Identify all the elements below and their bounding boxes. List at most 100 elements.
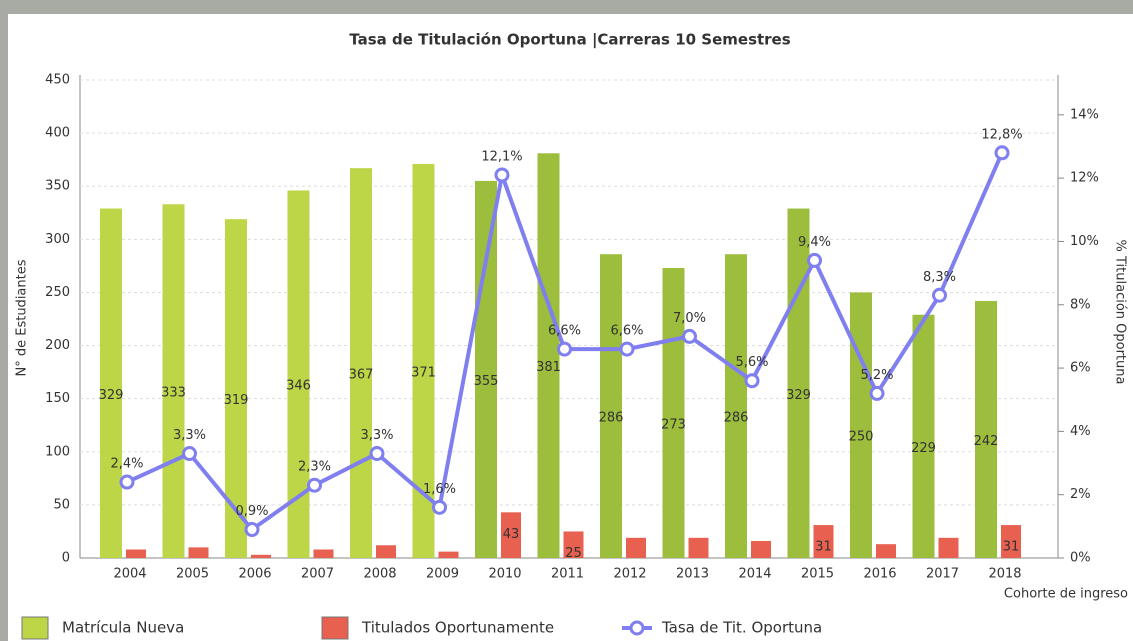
legend-label: Tasa de Tit. Oportuna bbox=[661, 619, 822, 637]
data-label: 371 bbox=[411, 365, 436, 380]
data-label: 333 bbox=[161, 386, 186, 401]
y2-tick-label: 2% bbox=[1070, 487, 1091, 502]
y-tick-label: 0 bbox=[62, 551, 70, 566]
x-tick-label: 2013 bbox=[676, 567, 709, 582]
marker bbox=[621, 343, 633, 355]
bar bbox=[314, 550, 334, 558]
bar bbox=[100, 209, 122, 558]
y-tick-label: 150 bbox=[45, 391, 70, 406]
bar bbox=[725, 254, 747, 558]
x-tick-label: 2008 bbox=[363, 567, 396, 582]
data-label: 381 bbox=[536, 360, 561, 375]
legend-swatch bbox=[322, 617, 348, 639]
x-tick-label: 2006 bbox=[238, 567, 271, 582]
x-tick-label: 2018 bbox=[988, 567, 1021, 582]
data-label: 250 bbox=[849, 430, 874, 445]
data-label: 242 bbox=[974, 434, 999, 449]
y2-tick-label: 8% bbox=[1070, 297, 1091, 312]
marker bbox=[184, 448, 196, 460]
x-tick-label: 2007 bbox=[301, 567, 334, 582]
data-label: 319 bbox=[224, 393, 249, 408]
marker bbox=[746, 375, 758, 387]
marker bbox=[871, 387, 883, 399]
data-label: 329 bbox=[786, 388, 811, 403]
marker bbox=[371, 448, 383, 460]
legend-label: Matrícula Nueva bbox=[62, 619, 184, 637]
bar bbox=[126, 550, 146, 558]
bar bbox=[939, 538, 959, 558]
marker bbox=[309, 479, 321, 491]
data-label: 31 bbox=[815, 540, 832, 555]
bar bbox=[350, 168, 372, 558]
x-tick-label: 2004 bbox=[113, 567, 146, 582]
y2-tick-label: 4% bbox=[1070, 424, 1091, 439]
marker bbox=[246, 524, 258, 536]
x-tick-label: 2017 bbox=[926, 567, 959, 582]
x-tick-label: 2016 bbox=[863, 567, 896, 582]
data-label: 7,0% bbox=[673, 311, 706, 326]
data-label: 1,6% bbox=[423, 482, 456, 497]
marker bbox=[496, 169, 508, 181]
y2-tick-label: 0% bbox=[1070, 551, 1091, 566]
x-tick-label: 2011 bbox=[551, 567, 584, 582]
y-tick-label: 100 bbox=[45, 444, 70, 459]
legend-swatch bbox=[631, 622, 643, 634]
x-tick-label: 2015 bbox=[801, 567, 834, 582]
marker bbox=[559, 343, 571, 355]
data-label: 286 bbox=[599, 411, 624, 426]
data-label: 346 bbox=[286, 379, 311, 394]
data-label: 5,6% bbox=[735, 355, 768, 370]
x-tick-label: 2005 bbox=[176, 567, 209, 582]
x-tick-label: 2012 bbox=[613, 567, 646, 582]
data-label: 367 bbox=[349, 368, 374, 383]
bar bbox=[850, 292, 872, 558]
y2-tick-label: 6% bbox=[1070, 361, 1091, 376]
data-label: 6,6% bbox=[610, 324, 643, 339]
x-axis-title: Cohorte de ingreso bbox=[1004, 587, 1128, 602]
data-label: 329 bbox=[99, 388, 124, 403]
data-label: 25 bbox=[565, 546, 582, 561]
data-label: 12,8% bbox=[981, 127, 1022, 142]
bar bbox=[751, 541, 771, 558]
marker bbox=[684, 330, 696, 342]
y2-axis-title: % Titulación Oportuna bbox=[1113, 240, 1128, 385]
marker bbox=[809, 254, 821, 266]
y2-tick-label: 10% bbox=[1070, 234, 1099, 249]
bar bbox=[475, 181, 497, 558]
data-label: 6,6% bbox=[548, 324, 581, 339]
bar bbox=[876, 544, 896, 558]
y-axis-title: N° de Estudiantes bbox=[15, 259, 30, 376]
data-label: 286 bbox=[724, 411, 749, 426]
data-label: 355 bbox=[474, 374, 499, 389]
bar bbox=[163, 204, 185, 558]
marker bbox=[434, 501, 446, 513]
data-label: 5,2% bbox=[860, 368, 893, 383]
y-tick-label: 250 bbox=[45, 285, 70, 300]
bar bbox=[439, 552, 459, 558]
bar bbox=[600, 254, 622, 558]
marker bbox=[121, 476, 133, 488]
bar bbox=[538, 153, 560, 558]
y-tick-label: 400 bbox=[45, 126, 70, 141]
data-label: 2,4% bbox=[110, 457, 143, 472]
bar bbox=[913, 315, 935, 558]
data-label: 273 bbox=[661, 418, 686, 433]
x-tick-label: 2014 bbox=[738, 567, 771, 582]
data-label: 229 bbox=[911, 441, 936, 456]
bar bbox=[975, 301, 997, 558]
data-label: 2,3% bbox=[298, 460, 331, 475]
chart-title: Tasa de Titulación Oportuna |Carreras 10… bbox=[349, 31, 790, 50]
x-tick-label: 2009 bbox=[426, 567, 459, 582]
y-tick-label: 300 bbox=[45, 232, 70, 247]
bar bbox=[376, 545, 396, 558]
y-tick-label: 50 bbox=[53, 497, 70, 512]
data-label: 8,3% bbox=[923, 270, 956, 285]
legend-label: Titulados Oportunamente bbox=[361, 619, 554, 637]
data-label: 12,1% bbox=[481, 149, 522, 164]
bar bbox=[626, 538, 646, 558]
x-tick-label: 2010 bbox=[488, 567, 521, 582]
data-label: 31 bbox=[1003, 540, 1020, 555]
bar bbox=[251, 555, 271, 558]
data-label: 43 bbox=[503, 527, 520, 542]
data-label: 9,4% bbox=[798, 235, 831, 250]
